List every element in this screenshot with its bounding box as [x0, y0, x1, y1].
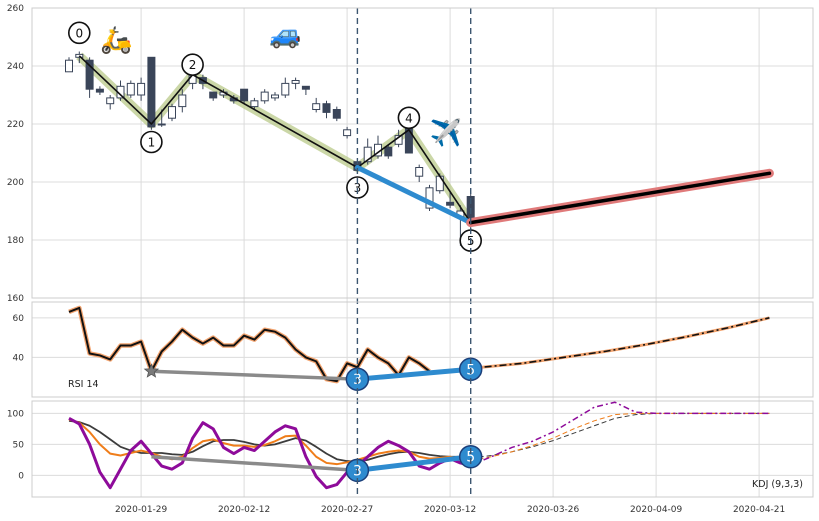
price-y-tick-label: 200 — [7, 178, 24, 188]
candle-body — [415, 167, 424, 177]
candle-body — [168, 106, 176, 119]
candle-body — [240, 88, 249, 102]
candle-body — [343, 129, 352, 137]
candle-body — [209, 91, 218, 99]
candle-body — [126, 82, 135, 96]
x-tick-label: 2020-01-29 — [115, 505, 168, 515]
wave-label-circle — [68, 21, 91, 45]
kdj-k-projection — [470, 412, 770, 461]
emoji-marker: 🚙 — [269, 20, 301, 50]
panel-frame — [31, 7, 814, 299]
panel-frame — [31, 301, 814, 398]
candle-body — [425, 187, 434, 209]
kdj-k-line — [68, 418, 471, 466]
x-tick-label: 2020-03-12 — [424, 505, 476, 515]
rsi-projection-line — [439, 317, 770, 373]
rsi-divergence-blue — [357, 366, 471, 382]
candle-body — [271, 94, 279, 99]
kdj-y-tick-label: 0 — [18, 471, 24, 481]
candle-body — [322, 103, 331, 113]
price-y-tick-label: 220 — [7, 120, 24, 130]
candle-body — [147, 56, 156, 128]
price-y-tick-label: 180 — [7, 236, 24, 246]
candle-body — [137, 82, 146, 96]
price-y-tick-label: 260 — [7, 4, 24, 14]
candle-body — [250, 100, 259, 108]
kdj-wave-marker — [458, 444, 483, 469]
price-y-tick-label: 160 — [7, 294, 24, 304]
candle-body — [95, 88, 104, 93]
emoji-marker: 🛵 — [100, 26, 132, 56]
candle-body — [384, 146, 393, 157]
candle-body — [85, 59, 94, 90]
candle-body — [301, 85, 310, 90]
wave-label-circle — [140, 130, 163, 154]
kdj-label: KDJ (9,3,3) — [752, 479, 803, 490]
price-y-tick-label: 240 — [7, 62, 24, 72]
wave-label: 2 — [189, 58, 197, 72]
wave-label: 4 — [405, 111, 413, 125]
rsi-line — [68, 306, 431, 383]
kdj-y-tick-label: 100 — [7, 409, 24, 419]
candle-body — [157, 123, 166, 126]
x-tick-label: 2020-04-09 — [630, 505, 683, 515]
x-tick-label: 2020-03-26 — [527, 505, 580, 515]
kdj-j-line — [68, 417, 472, 490]
projection-line — [468, 171, 772, 225]
wave-label: 0 — [75, 26, 83, 40]
kdj-divergence-blue — [357, 454, 471, 473]
rsi-label: RSI 14 — [68, 379, 99, 390]
emoji-marker: ✈️ — [430, 116, 462, 148]
rsi-star-marker — [143, 363, 160, 378]
kdj-j-projection — [470, 401, 770, 467]
candle-body — [291, 80, 300, 84]
candle-body — [178, 94, 187, 108]
wave-3-5-segment — [354, 165, 474, 226]
wave-line — [78, 55, 472, 224]
candle-body — [332, 109, 341, 119]
wave-label-circle — [181, 53, 204, 76]
candle-body — [446, 201, 455, 206]
panel-frame — [31, 400, 814, 498]
kdj-divergence-gray — [151, 454, 358, 473]
kdj-d-projection — [470, 412, 770, 459]
x-tick-label: 2020-04-21 — [733, 505, 785, 515]
kdj-wave-marker-label: 5 — [466, 450, 475, 466]
rsi-y-tick-label: 40 — [13, 353, 25, 363]
kdj-y-tick-label: 50 — [13, 440, 25, 450]
x-tick-label: 2020-02-27 — [321, 505, 373, 515]
panel-frames — [31, 7, 814, 498]
candle-body — [65, 59, 73, 73]
candle-body — [281, 82, 290, 96]
x-tick-label: 2020-02-12 — [218, 505, 270, 515]
rsi-divergence-gray — [151, 369, 358, 381]
candle-body — [260, 91, 269, 102]
axis-labels: RSI 14 KDJ (9,3,3) — [68, 379, 803, 490]
rsi-y-tick-label: 60 — [13, 314, 25, 324]
candle-body — [312, 103, 321, 110]
candle-body — [435, 175, 444, 192]
wave-label: 1 — [148, 136, 156, 150]
candle-body — [363, 146, 372, 163]
wave-label-circle — [397, 106, 421, 130]
candle-body — [106, 97, 115, 105]
